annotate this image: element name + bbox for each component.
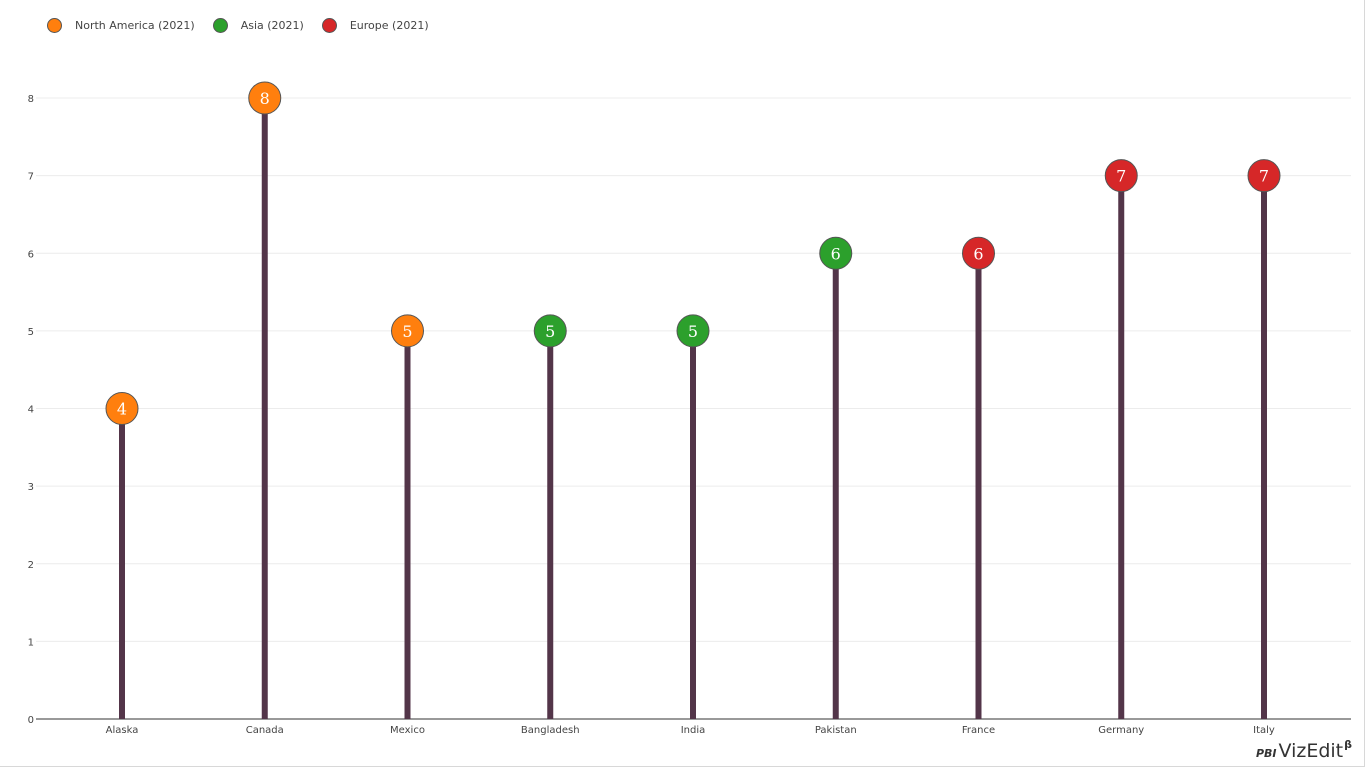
y-tick-label: 5 [28, 327, 34, 338]
y-tick-label: 3 [28, 482, 34, 493]
data-label: 6 [831, 244, 841, 263]
y-tick-label: 2 [28, 560, 34, 571]
y-tick-label: 0 [28, 715, 34, 726]
watermark-prefix: PBI [1255, 747, 1277, 760]
x-tick-label: Bangladesh [521, 725, 580, 736]
data-label: 4 [117, 400, 127, 419]
data-label: 5 [545, 322, 555, 341]
x-tick-label: India [681, 725, 706, 736]
y-tick-label: 6 [28, 249, 34, 260]
lollipop-marker [962, 236, 995, 270]
legend-marker-icon [212, 18, 228, 33]
legend-item[interactable]: Europe (2021) [321, 18, 429, 33]
x-tick-label: Canada [246, 725, 284, 736]
watermark-logo: PBI VizEdit β [1255, 738, 1352, 762]
y-tick-label: 1 [28, 637, 34, 648]
lollipop-marker [105, 392, 139, 425]
legend: North America (2021) Asia (2021) Europe (2… [47, 18, 447, 33]
lollipop-marker [248, 81, 282, 115]
data-label: 8 [260, 89, 270, 108]
y-tick-label: 8 [28, 94, 34, 105]
legend-item[interactable]: Asia (2021) [212, 18, 304, 33]
x-tick-label: Italy [1253, 725, 1275, 736]
data-label: 7 [1259, 167, 1269, 186]
lollipop-marker [676, 314, 710, 348]
lollipop-marker [819, 236, 853, 270]
x-tick-label: Mexico [390, 725, 425, 736]
lollipop-marker [533, 314, 567, 348]
legend-label: Europe (2021) [349, 19, 429, 32]
y-tick-label: 4 [28, 405, 34, 416]
legend-label: Asia (2021) [240, 19, 304, 32]
legend-label: North America (2021) [75, 19, 195, 32]
watermark-superscript: β [1344, 738, 1352, 751]
x-tick-label: Alaska [106, 725, 139, 736]
data-label: 7 [1116, 167, 1126, 186]
lollipop-marker [1104, 159, 1138, 193]
x-tick-label: Germany [1098, 725, 1144, 736]
legend-marker-icon [47, 18, 62, 33]
legend-marker-icon [321, 18, 337, 33]
watermark-main: VizEdit [1278, 740, 1344, 762]
legend-item[interactable]: North America (2021) [47, 18, 195, 33]
y-tick-label: 7 [28, 172, 34, 183]
x-tick-label: Pakistan [815, 725, 857, 736]
data-label: 5 [402, 322, 412, 341]
x-tick-label: France [962, 725, 995, 736]
lollipop-marker [391, 314, 424, 348]
data-label: 6 [973, 244, 983, 263]
data-label: 5 [688, 322, 698, 341]
lollipop-marker [1247, 159, 1281, 193]
